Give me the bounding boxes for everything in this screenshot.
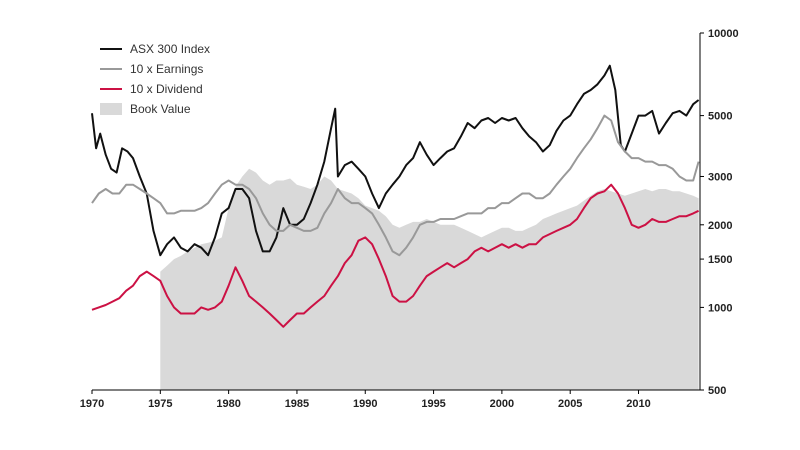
x-tick-label: 2005 — [558, 398, 582, 410]
x-tick-label: 1975 — [148, 398, 172, 410]
y-tick-label: 500 — [708, 385, 726, 397]
line-layer — [91, 64, 700, 328]
legend: ASX 300 Index 10 x Earnings 10 x Dividend B… — [100, 42, 210, 116]
axis-layer: 1970 1975 1980 1985 1990 1995 2000 2005 2010 500 1… — [80, 28, 739, 410]
x-tick-label: 1990 — [353, 398, 377, 410]
series-10-x-earnings — [91, 114, 700, 257]
legend-label-10-x-dividend: 10 x Dividend — [130, 82, 203, 96]
y-tick-label: 3000 — [708, 171, 732, 183]
x-tick-label: 1970 — [80, 398, 104, 410]
x-tick-label: 2000 — [490, 398, 514, 410]
y-tick-label: 2000 — [708, 220, 732, 232]
x-tick-label: 1985 — [285, 398, 309, 410]
y-tick-label: 10000 — [708, 28, 739, 40]
y-tick-label: 1500 — [708, 254, 732, 266]
series-asx-300-index — [91, 64, 700, 257]
y-tick-label: 1000 — [708, 302, 732, 314]
legend-label-10-x-earnings: 10 x Earnings — [130, 62, 203, 76]
legend-label-asx-300-index: ASX 300 Index — [130, 42, 210, 56]
y-tick-label: 5000 — [708, 111, 732, 123]
x-tick-label: 1980 — [216, 398, 240, 410]
x-tick-label: 1995 — [421, 398, 445, 410]
legend-swatch-book-value — [100, 103, 122, 115]
x-tick-label: 2010 — [626, 398, 650, 410]
legend-label-book-value: Book Value — [130, 102, 191, 116]
series-10-x-dividend — [91, 183, 700, 328]
